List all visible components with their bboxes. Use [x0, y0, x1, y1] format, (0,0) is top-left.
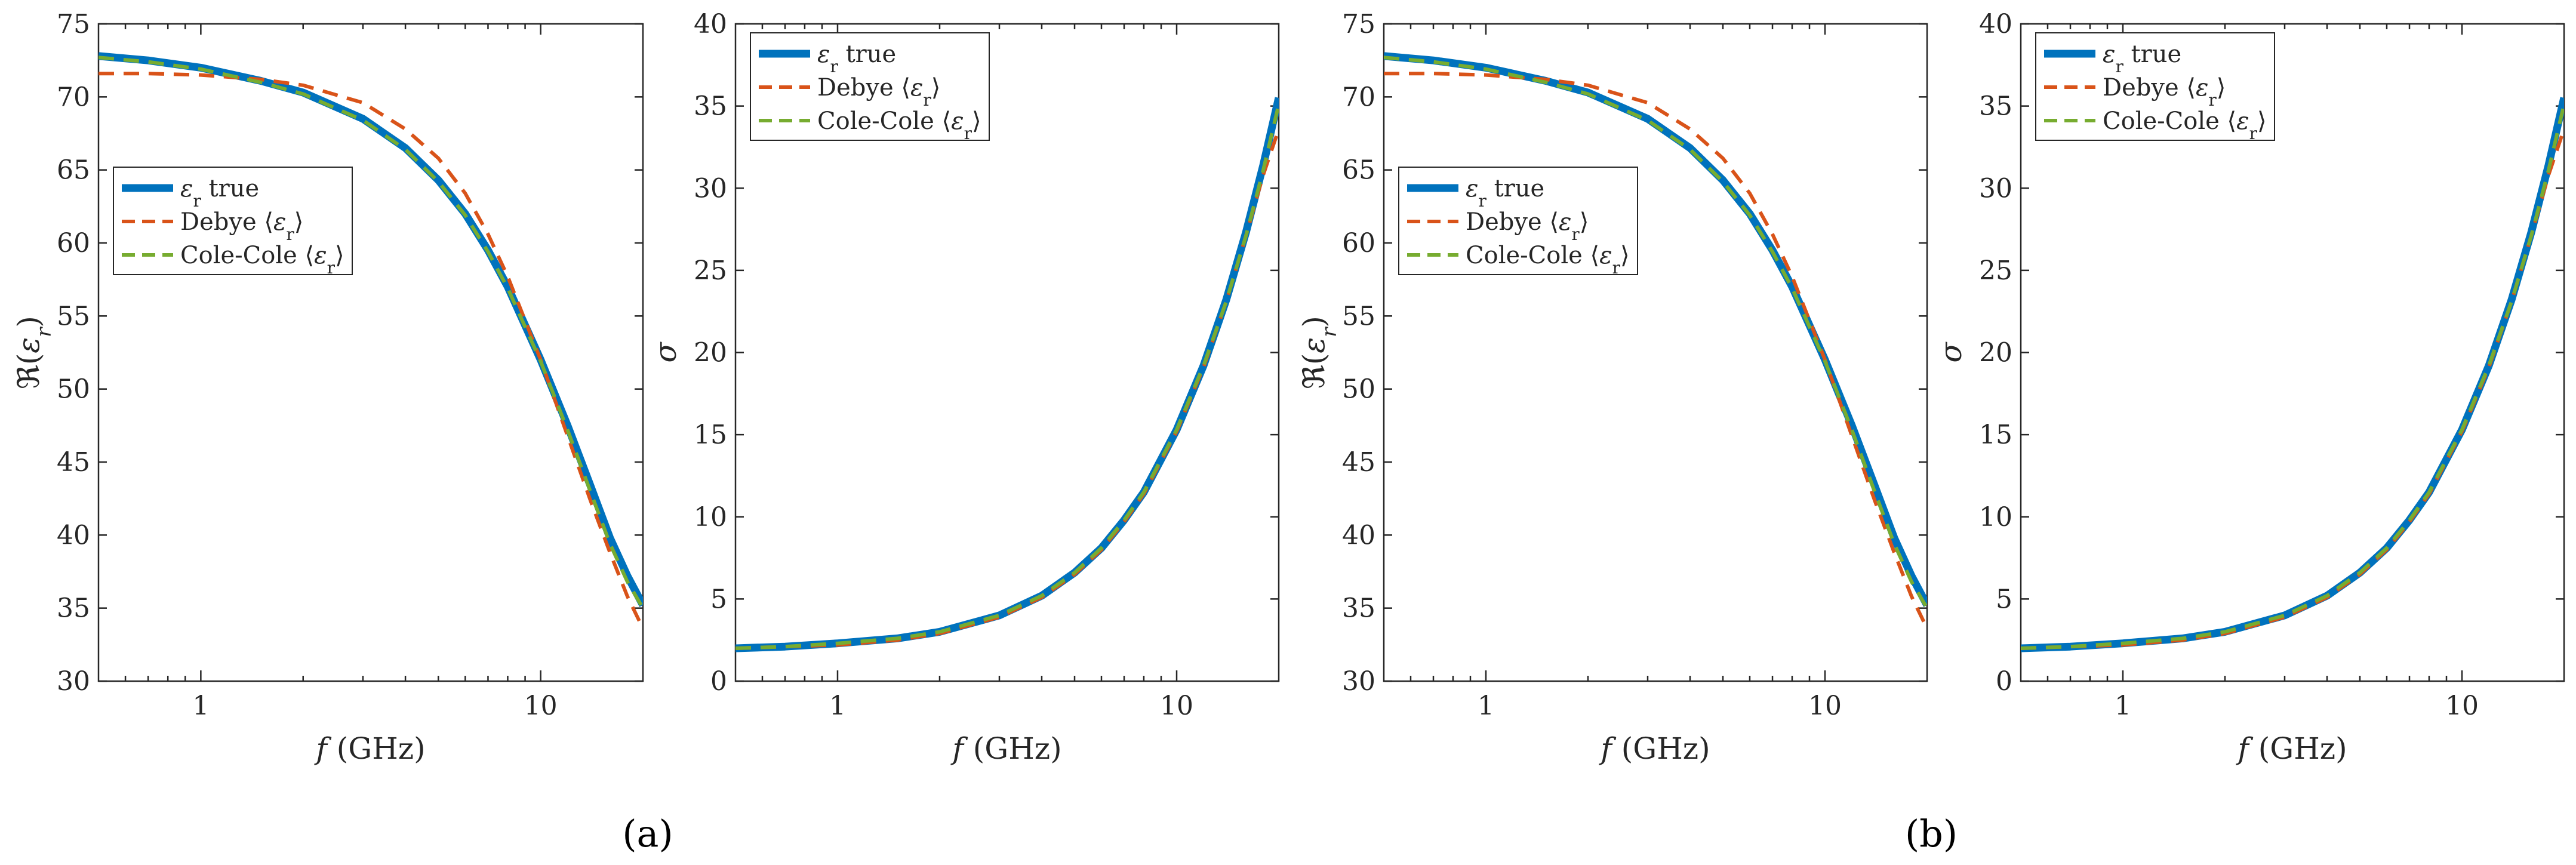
y-tick-label: 15	[694, 420, 727, 450]
y-tick-label: 30	[57, 666, 90, 697]
y-axis-label: σ	[648, 341, 683, 363]
legend-entry: Cole-Cole ⟨εr⟩	[817, 107, 981, 143]
legend-entry: Debye ⟨εr⟩	[817, 74, 940, 110]
x-tick-label: 1	[2115, 691, 2131, 721]
chart-b-eps: 30 35 40 45 50 55 60 65 70 75 1 10 f (GHz) ℜ(εr) εr tr…	[1297, 9, 1928, 766]
x-tick-label: 10	[1160, 691, 1193, 721]
y-tick-label: 40	[57, 520, 90, 550]
panel-label-a: (a)	[622, 812, 673, 855]
y-tick-label: 10	[694, 502, 727, 532]
y-tick-label: 50	[57, 374, 90, 405]
chart-a-sigma: 0 5 10 15 20 25 30 35 40 1 10 f (GHz) σ εr trueDebye …	[648, 9, 1280, 766]
y-tick-label: 55	[57, 301, 90, 331]
y-tick-label: 5	[1996, 584, 2012, 614]
legend-entry: εr true	[817, 41, 896, 76]
y-tick-label: 0	[710, 666, 727, 697]
legend-entry: εr true	[1466, 175, 1544, 211]
series-line-cole	[735, 104, 1279, 650]
y-tick-label: 35	[1342, 593, 1375, 624]
x-axis-label: f (GHz)	[2235, 731, 2347, 766]
y-tick-label: 45	[57, 447, 90, 478]
plot-area	[97, 23, 644, 682]
y-tick-label: 50	[1342, 374, 1375, 405]
y-tick-label: 35	[57, 593, 90, 624]
chart-a-eps: 30 35 40 45 50 55 60 65 70 75 1 10 f (GHz) ℜ(εr) εr tr…	[11, 9, 644, 766]
x-axis-label: f (GHz)	[1598, 731, 1710, 766]
x-axis-label: f (GHz)	[950, 731, 1061, 766]
plot-area	[1383, 23, 1928, 682]
y-tick-label: 25	[694, 256, 727, 286]
y-tick-label: 10	[1979, 502, 2012, 532]
series-line-cole	[99, 56, 643, 609]
y-tick-label: 65	[57, 155, 90, 186]
panel-label-b: (b)	[1905, 812, 1958, 855]
y-tick-label: 40	[1342, 520, 1375, 550]
x-tick-label: 10	[1808, 691, 1842, 721]
x-tick-label: 10	[2445, 691, 2479, 721]
series-line-cole	[2021, 104, 2564, 650]
y-tick-label: 40	[694, 9, 727, 39]
x-tick-label: 1	[1478, 691, 1494, 721]
y-tick-label: 30	[1979, 173, 2012, 204]
y-tick-label: 30	[694, 173, 727, 204]
legend-entry: εr true	[180, 175, 259, 211]
y-axis-label: ℜ(εr)	[11, 316, 56, 389]
y-tick-label: 55	[1342, 301, 1375, 331]
y-tick-label: 20	[694, 338, 727, 368]
y-tick-label: 65	[1342, 155, 1375, 186]
chart-b-sigma: 0 5 10 15 20 25 30 35 40 1 10 f (GHz) σ εr trueDebye …	[1934, 9, 2565, 766]
x-tick-label: 10	[524, 691, 558, 721]
x-axis-label: f (GHz)	[313, 731, 425, 766]
x-tick-label: 1	[829, 691, 846, 721]
legend-entry: Debye ⟨εr⟩	[1466, 208, 1589, 244]
y-tick-label: 20	[1979, 338, 2012, 368]
y-tick-label: 70	[57, 82, 90, 112]
y-tick-label: 40	[1979, 9, 2012, 39]
y-tick-label: 35	[1979, 91, 2012, 122]
y-tick-label: 60	[57, 228, 90, 258]
y-tick-label: 45	[1342, 447, 1375, 478]
legend-entry: Cole-Cole ⟨εr⟩	[2103, 107, 2267, 143]
y-tick-label: 75	[57, 9, 90, 39]
y-tick-label: 60	[1342, 228, 1375, 258]
y-tick-label: 25	[1979, 256, 2012, 286]
legend-entry: Cole-Cole ⟨εr⟩	[180, 242, 344, 278]
y-tick-label: 70	[1342, 82, 1375, 112]
y-tick-label: 75	[1342, 9, 1375, 39]
series-line-cole	[1384, 56, 1927, 609]
y-tick-label: 35	[694, 91, 727, 122]
x-tick-label: 1	[192, 691, 209, 721]
series-line-debye	[99, 72, 643, 630]
y-tick-label: 15	[1979, 420, 2012, 450]
series-line-debye	[1384, 72, 1927, 630]
y-axis-label: σ	[1934, 341, 1968, 363]
y-tick-label: 0	[1996, 666, 2012, 697]
y-tick-label: 5	[710, 584, 727, 614]
legend-entry: Cole-Cole ⟨εr⟩	[1466, 242, 1630, 278]
y-axis-label: ℜ(εr)	[1297, 316, 1341, 389]
y-tick-label: 30	[1342, 666, 1375, 697]
legend-entry: εr true	[2103, 41, 2181, 76]
legend-entry: Debye ⟨εr⟩	[180, 208, 303, 244]
legend-entry: Debye ⟨εr⟩	[2103, 74, 2226, 110]
